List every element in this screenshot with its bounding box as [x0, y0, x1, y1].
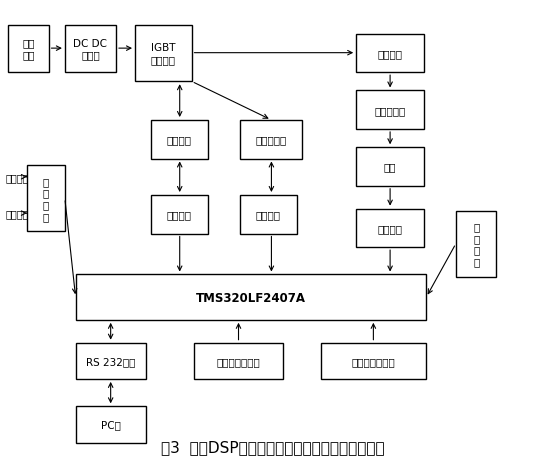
Bar: [8, 25, 49, 73]
Text: 电
平
转
换: 电 平 转 换: [43, 177, 49, 221]
Text: IGBT
功率模块: IGBT 功率模块: [151, 43, 175, 65]
Bar: [240, 196, 297, 234]
Bar: [240, 121, 302, 159]
Bar: [76, 343, 146, 379]
Bar: [151, 121, 208, 159]
Text: 整形: 整形: [384, 162, 396, 172]
Bar: [321, 343, 426, 379]
Text: 电平转换: 电平转换: [377, 224, 402, 233]
Text: 加速信号: 加速信号: [5, 173, 29, 182]
Text: 光电编码器: 光电编码器: [374, 106, 405, 116]
Bar: [76, 406, 146, 442]
Bar: [65, 25, 116, 73]
Bar: [356, 91, 423, 130]
Bar: [356, 34, 423, 73]
Bar: [151, 196, 208, 234]
Text: 电平转换: 电平转换: [256, 210, 281, 220]
Text: 驱动电路: 驱动电路: [167, 135, 192, 145]
Bar: [356, 209, 423, 248]
Text: PC机: PC机: [101, 420, 120, 430]
Bar: [135, 25, 192, 82]
Text: 驱动电路: 驱动电路: [377, 49, 402, 59]
Text: DC DC
变换器: DC DC 变换器: [74, 39, 107, 60]
Text: RS 232接口: RS 232接口: [86, 356, 135, 366]
Text: 图3  基于DSP燃料电池车电机驱动控制系统方框图: 图3 基于DSP燃料电池车电机驱动控制系统方框图: [161, 439, 384, 454]
Text: 霍尔传感器: 霍尔传感器: [256, 135, 287, 145]
Bar: [76, 275, 426, 320]
Bar: [456, 211, 496, 277]
Text: 电
源
电
路: 电 源 电 路: [473, 222, 479, 267]
Bar: [194, 343, 283, 379]
Text: 时钟、复位电路: 时钟、复位电路: [352, 356, 396, 366]
Text: 刹车信号: 刹车信号: [5, 209, 29, 218]
Bar: [27, 166, 65, 232]
Text: 存储器扩展电路: 存储器扩展电路: [217, 356, 261, 366]
Text: 燃料
电池: 燃料 电池: [22, 39, 35, 60]
Bar: [356, 148, 423, 186]
Text: 光电隔离: 光电隔离: [167, 210, 192, 220]
Text: TMS320LF2407A: TMS320LF2407A: [196, 291, 306, 304]
